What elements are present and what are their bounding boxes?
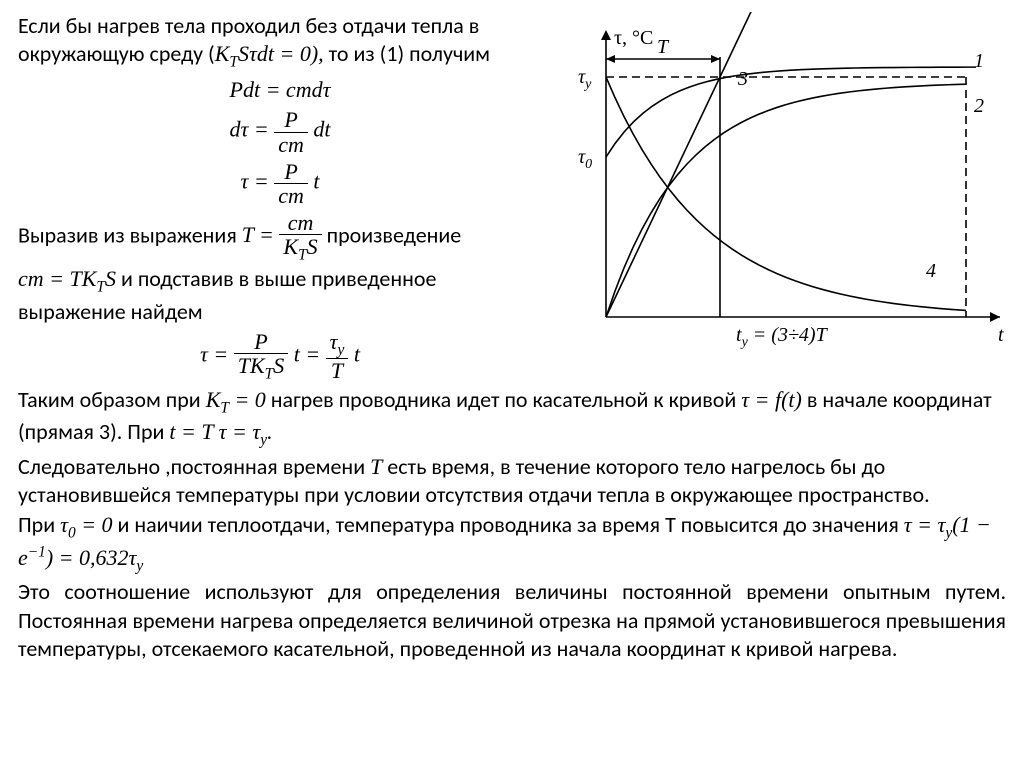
svg-text:1: 1 [974,50,984,72]
svg-text:τ, °C: τ, °C [614,27,653,49]
equation-3: τ = Pcm t [18,160,542,207]
svg-text:T: T [657,36,670,58]
paragraph-6: При τ0 = 0 и наичии теплоотдачи, темпера… [18,511,1006,577]
p1b-text: то из (1) получим [329,40,490,67]
equation-2: dτ = Pcm dt [18,108,542,155]
heating-curves-chart: τ, °CTτу τ0 1 2 3 4 tу = (3÷4)T t [548,12,1018,386]
equation-1: Pdt = cmdτ [18,76,542,104]
svg-text:tу = (3÷4)T: tу = (3÷4)T [736,324,829,350]
paragraph-1: Если бы нагрев тела проходил без отдачи … [18,12,542,72]
paragraph-2: Выразив из выражения T = cmKTS произведе… [18,211,542,264]
svg-text:τу: τу [578,66,592,92]
math-kts: KTSτdt = 0), [215,41,324,66]
equation-4: τ = PTKTS t = τуT t [18,330,542,383]
svg-text:2: 2 [974,95,984,117]
svg-text:τ0: τ0 [578,146,592,172]
paragraph-4: Таким образом при KT = 0 нагрев проводни… [18,386,1006,450]
svg-text:t: t [998,324,1004,346]
math-T: T = cmKTS [242,222,322,247]
paragraph-5: Следовательно ,постоянная времени T есть… [18,453,1006,509]
svg-text:4: 4 [926,260,936,282]
svg-text:3: 3 [737,68,748,90]
paragraph-7: Это соотношение используют для определен… [18,578,1006,662]
paragraph-3: cm = TKTS и подставив в выше приведенное… [18,265,542,325]
